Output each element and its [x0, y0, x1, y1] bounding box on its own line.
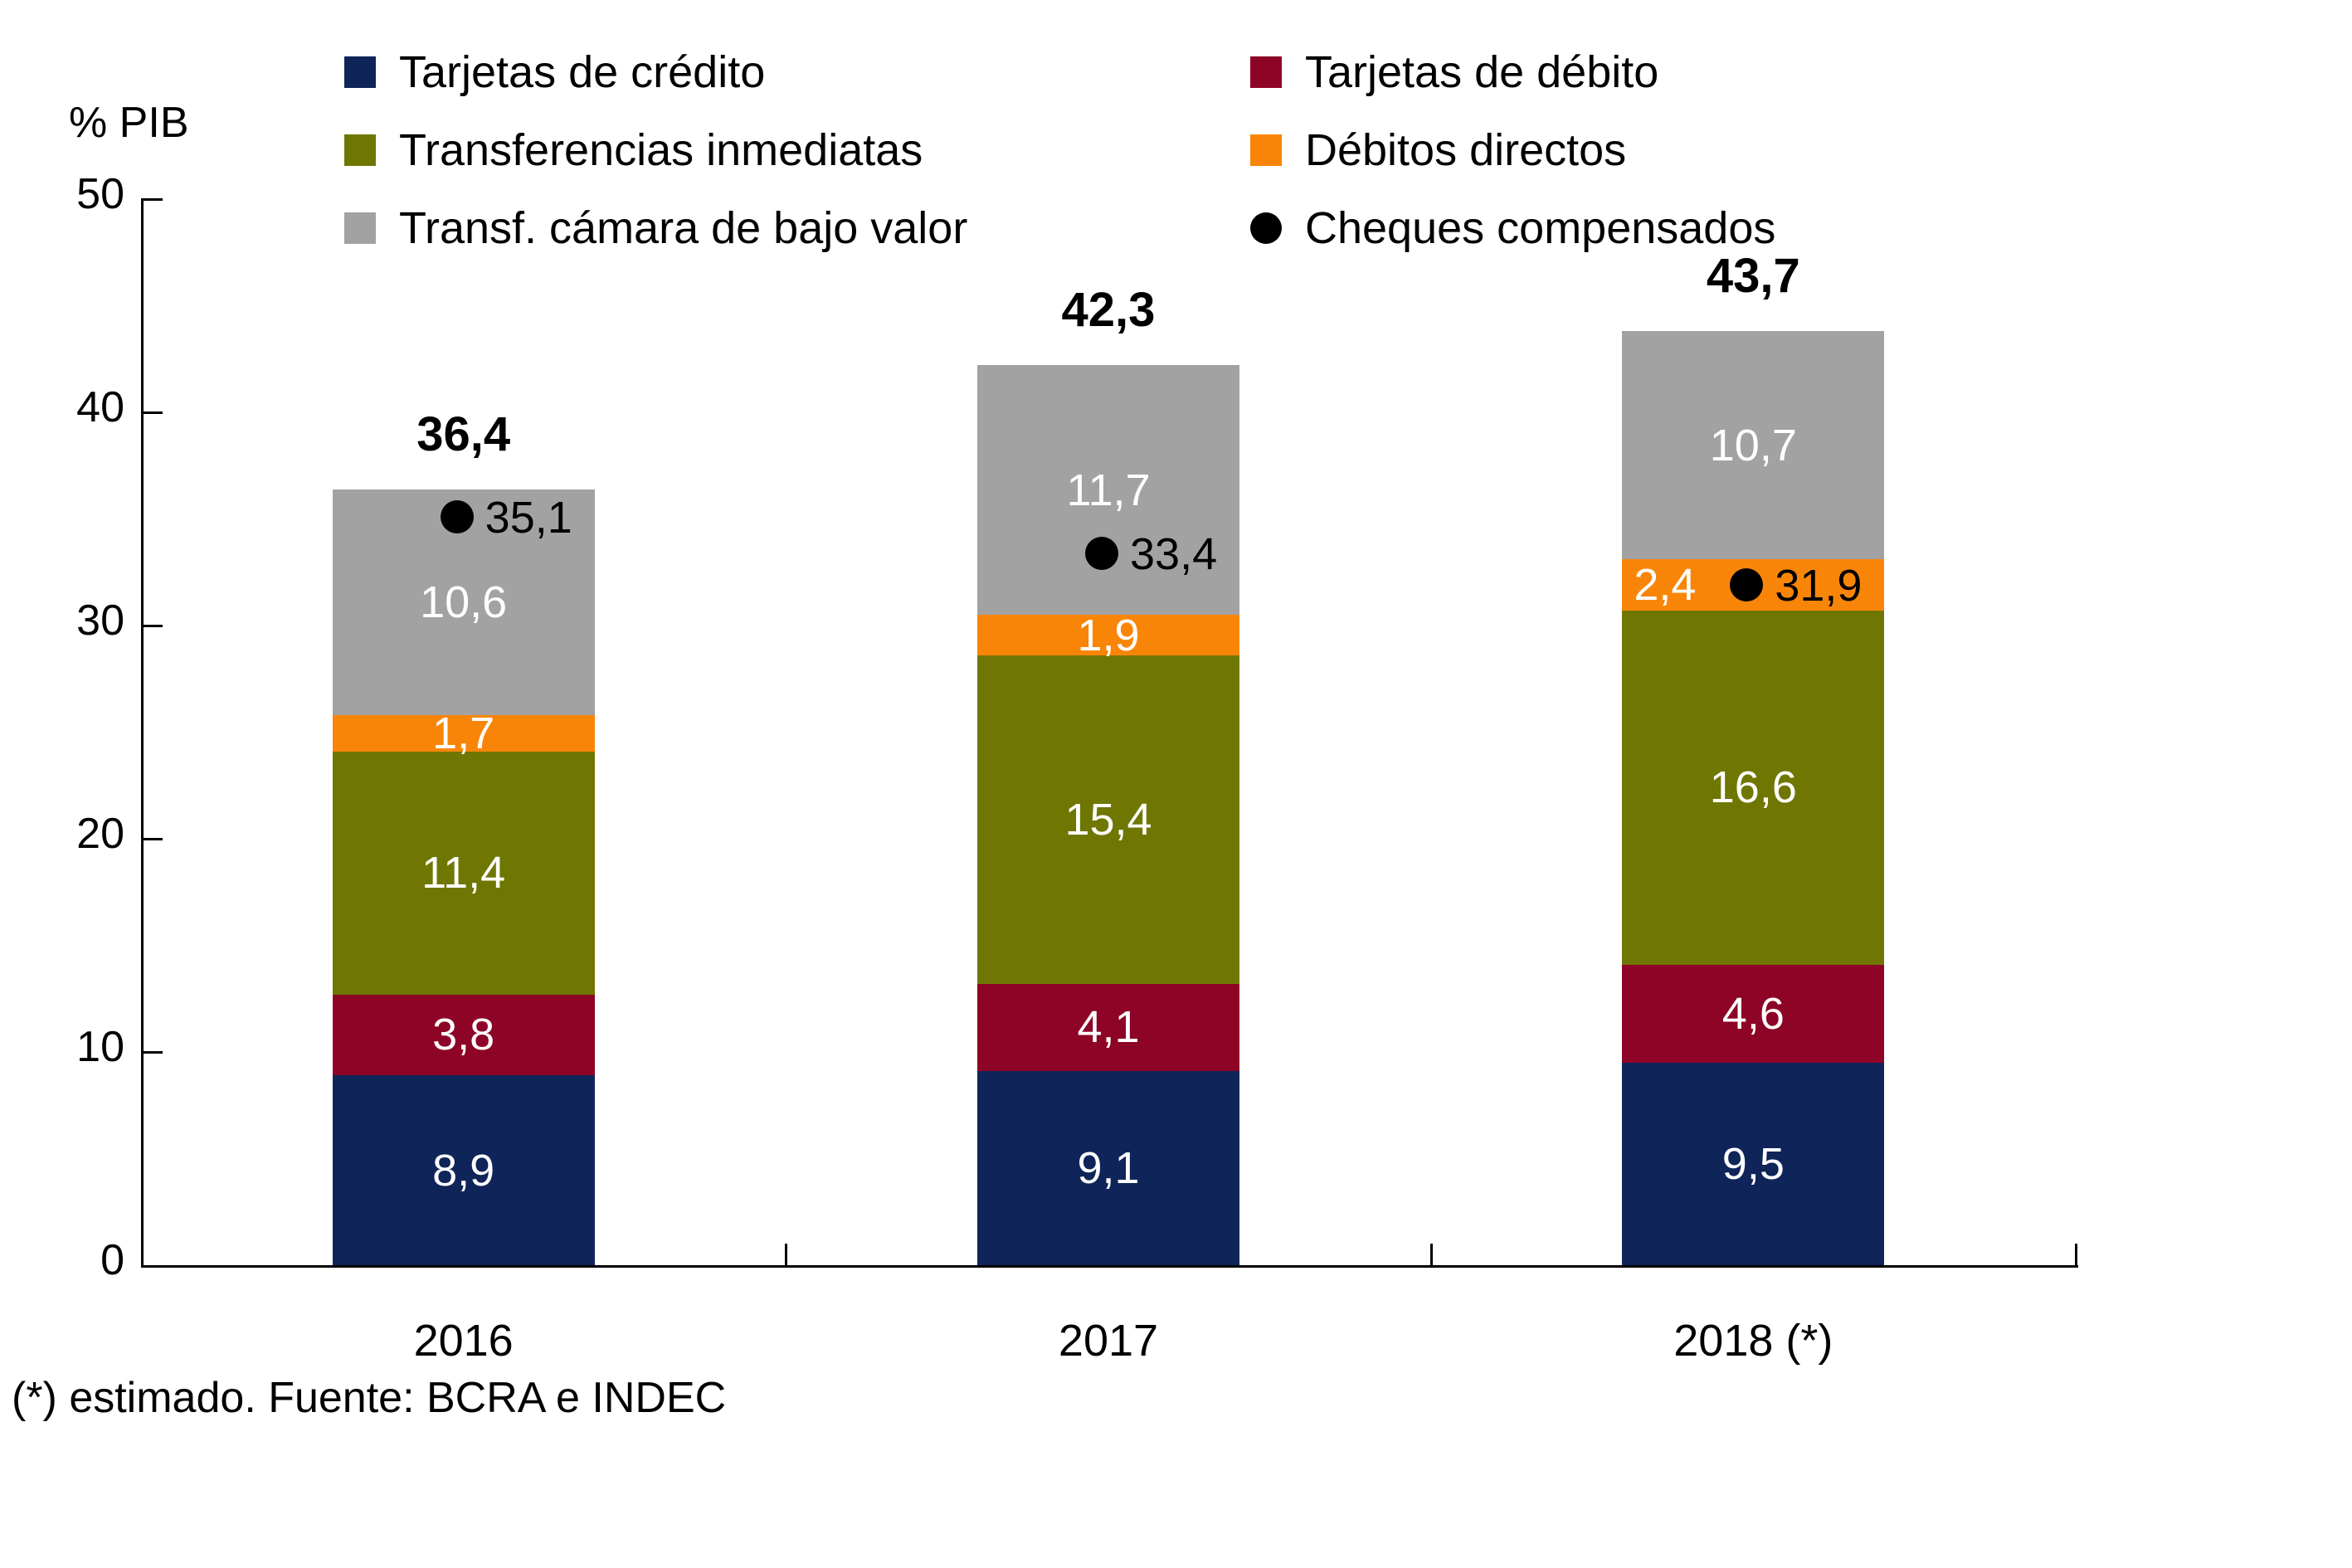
cheques-dot [440, 499, 474, 533]
y-tick [141, 838, 163, 840]
legend-item-5: Cheques compensados [1250, 202, 1775, 254]
y-tick [141, 625, 163, 627]
legend-label: Cheques compensados [1305, 203, 1776, 253]
cheques-label: 31,9 [1775, 561, 1863, 611]
segment-label: 2,4 [1634, 560, 1697, 611]
x-tick [1429, 1244, 1433, 1265]
bar-segment-4-2 [1622, 331, 1885, 560]
segment-label: 4,6 [1721, 988, 1785, 1039]
y-tick-label: 20 [76, 810, 124, 858]
legend-square-marker [344, 56, 376, 88]
bar-segment-3-1 [977, 615, 1239, 655]
legend-item-2: Transferencias inmediatas [344, 124, 1250, 176]
segment-label: 9,1 [1077, 1143, 1140, 1194]
y-tick-label: 40 [76, 383, 124, 431]
y-axis-title: % PIB [69, 99, 189, 147]
x-category-label: 2018 (*) [1673, 1316, 1833, 1366]
bar-segment-0-0 [332, 1075, 595, 1265]
bar-segment-2-0 [332, 751, 595, 995]
legend-item-4: Transf. cámara de bajo valor [344, 202, 1250, 254]
x-tick [785, 1244, 788, 1265]
y-tick-label: 0 [100, 1236, 124, 1284]
total-label: 43,7 [1706, 249, 1800, 304]
y-tick-label: 30 [76, 597, 124, 645]
segment-label: 1,9 [1077, 610, 1140, 660]
cheques-label: 35,1 [485, 492, 572, 543]
bar-segment-1-2 [1622, 964, 1885, 1063]
legend-item-0: Tarjetas de crédito [344, 46, 1250, 98]
bar-segment-3-0 [332, 714, 595, 752]
x-category-label: 2017 [1058, 1316, 1159, 1366]
segment-label: 3,8 [432, 1010, 495, 1060]
legend-item-3: Débitos directos [1250, 124, 1775, 176]
x-tick [2075, 1244, 2077, 1265]
chart-legend: Tarjetas de crédito Tarjetas de débito Tra… [344, 33, 1775, 267]
legend-label: Tarjetas de crédito [399, 47, 766, 97]
segment-label: 8,9 [432, 1145, 495, 1195]
total-label: 42,3 [1061, 283, 1156, 338]
source-note: (*) estimado. Fuente: BCRA e INDEC [12, 1374, 727, 1422]
legend-label: Débitos directos [1305, 125, 1627, 175]
legend-label: Transferencias inmediatas [399, 125, 923, 175]
legend-circle-marker [1250, 212, 1282, 244]
y-tick [141, 411, 163, 414]
cheques-dot [1085, 536, 1118, 570]
segment-label: 4,1 [1077, 1002, 1140, 1053]
segment-label: 15,4 [1064, 794, 1152, 845]
x-category-label: 2016 [413, 1316, 514, 1366]
legend-square-marker [1250, 134, 1282, 166]
y-tick-label: 50 [76, 170, 124, 218]
segment-label: 10,6 [420, 577, 508, 627]
cheques-dot [1730, 568, 1764, 602]
bar-segment-4-1 [977, 365, 1239, 616]
legend-label: Tarjetas de débito [1305, 47, 1659, 97]
bar-segment-1-1 [977, 983, 1239, 1072]
cheques-label: 33,4 [1130, 528, 1218, 579]
bar-segment-2-1 [977, 655, 1239, 984]
segment-label: 9,5 [1721, 1138, 1785, 1189]
segment-label: 11,7 [1066, 465, 1151, 515]
segment-label: 1,7 [432, 708, 495, 758]
bar-segment-2-2 [1622, 611, 1885, 965]
y-tick [141, 198, 163, 201]
legend-item-1: Tarjetas de débito [1250, 46, 1775, 98]
legend-square-marker [1250, 56, 1282, 88]
bar-segment-1-0 [332, 994, 595, 1076]
legend-label: Transf. cámara de bajo valor [399, 203, 968, 253]
segment-label: 11,4 [421, 848, 506, 898]
legend-square-marker [344, 212, 376, 244]
y-tick [141, 1051, 163, 1054]
legend-square-marker [344, 134, 376, 166]
bar-segment-0-1 [977, 1071, 1239, 1265]
x-axis-line [141, 1265, 2078, 1268]
bar-segment-0-2 [1622, 1062, 1885, 1265]
y-tick-label: 10 [76, 1023, 124, 1071]
segment-label: 10,7 [1709, 420, 1797, 470]
total-label: 36,4 [416, 407, 511, 461]
y-axis-line [141, 199, 144, 1268]
segment-label: 16,6 [1709, 762, 1797, 813]
